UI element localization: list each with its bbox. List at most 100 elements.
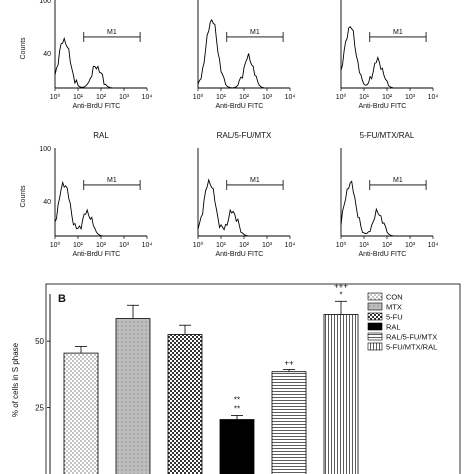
histogram-6: 5-FU/MTX/RAL 10⁰ 10¹ 10² 10³ 10⁴ Anti-BrdU FIT… xyxy=(336,131,439,258)
x-tick-label: 10¹ xyxy=(359,94,370,101)
x-tick-label: 10² xyxy=(96,242,107,249)
bar xyxy=(167,334,203,474)
bar-group-1 xyxy=(63,346,99,474)
histogram-1: 100 40 Counts 10⁰ 10¹ 10² 10³ 10⁴ Anti-BrdU FITC… xyxy=(20,0,152,110)
x-axis-label: Anti-BrdU FITC xyxy=(72,251,120,258)
m1-gate-label: M1 xyxy=(107,29,117,36)
y-axis-label: Counts xyxy=(20,185,27,208)
legend-swatch xyxy=(367,322,383,331)
x-tick-label: 10¹ xyxy=(73,242,84,249)
histogram-title: 5-FU/MTX/RAL xyxy=(360,131,415,140)
histogram-curve xyxy=(340,180,433,237)
x-tick-label: 10² xyxy=(239,94,250,101)
x-tick-label: 10¹ xyxy=(73,94,84,101)
x-tick-label: 10⁰ xyxy=(193,241,204,249)
legend-swatch xyxy=(367,332,383,341)
legend-swatch xyxy=(367,302,383,311)
m1-gate-label: M1 xyxy=(250,29,260,36)
x-tick-label: 10³ xyxy=(119,94,130,101)
legend-label: 5-FU xyxy=(386,313,403,322)
x-tick-label: 10⁴ xyxy=(285,94,296,101)
bar xyxy=(219,419,255,474)
histogram-3: 10⁰ 10¹ 10² 10³ 10⁴ Anti-BrdU FITC M1 xyxy=(336,0,439,110)
legend-label: MTX xyxy=(386,303,402,312)
x-tick-label: 10³ xyxy=(119,242,130,249)
significance-label: ** xyxy=(234,396,240,405)
m1-gate-label: M1 xyxy=(393,177,403,184)
histogram-2: 10⁰ 10¹ 10² 10³ 10⁴ Anti-BrdU FITC M1 xyxy=(193,0,296,110)
x-axis-label: Anti-BrdU FITC xyxy=(358,103,406,110)
bar-group-5: ++ xyxy=(271,359,307,474)
bar-group-3 xyxy=(167,324,203,474)
x-tick-label: 10² xyxy=(239,242,250,249)
bar-group-4: **** xyxy=(219,396,255,474)
x-tick-label: 10⁰ xyxy=(50,241,61,249)
x-tick-label: 10¹ xyxy=(216,94,227,101)
x-tick-label: 10⁴ xyxy=(285,242,296,249)
significance-label: +++ xyxy=(334,281,348,290)
x-tick-label: 10⁰ xyxy=(336,93,347,101)
legend-label: RAL/5-FU/MTX xyxy=(386,333,437,342)
y-tick-label: 40 xyxy=(43,199,51,206)
x-tick-label: 10² xyxy=(382,242,393,249)
x-tick-label: 10⁴ xyxy=(142,94,153,101)
legend-item: CON xyxy=(367,292,403,302)
significance-label: ** xyxy=(234,405,240,414)
legend-swatch xyxy=(367,292,383,301)
histogram-5: RAL/5-FU/MTX 10⁰ 10¹ 10² 10³ 10⁴ Anti-BrdU FIT… xyxy=(193,131,296,258)
legend-swatch xyxy=(367,312,383,321)
bar-group-6: +++* xyxy=(323,281,359,474)
y-tick-label: 25 xyxy=(35,404,44,413)
histogram-curve xyxy=(197,178,290,237)
x-tick-label: 10² xyxy=(96,94,107,101)
x-tick-label: 10³ xyxy=(262,94,273,101)
x-tick-label: 10⁴ xyxy=(428,242,439,249)
bar xyxy=(271,371,307,474)
x-tick-label: 10⁰ xyxy=(50,93,61,101)
panel-label: B xyxy=(58,293,66,305)
histogram-curve xyxy=(54,180,147,237)
m1-gate-label: M1 xyxy=(250,177,260,184)
legend-item: 5-FU xyxy=(367,312,403,322)
histogram-title: RAL xyxy=(93,131,109,140)
m1-gate-label: M1 xyxy=(393,29,403,36)
y-axis-label: Counts xyxy=(20,37,27,60)
legend-item: RAL/5-FU/MTX xyxy=(367,332,437,342)
x-axis-label: Anti-BrdU FITC xyxy=(215,103,263,110)
x-tick-label: 10¹ xyxy=(216,242,227,249)
x-tick-label: 10² xyxy=(382,94,393,101)
legend-label: RAL xyxy=(386,323,401,332)
histogram-curve xyxy=(340,26,433,89)
x-axis-label: Anti-BrdU FITC xyxy=(358,251,406,258)
legend-item: 5-FU/MTX/RAL xyxy=(367,342,437,352)
significance-label: * xyxy=(339,290,342,299)
legend-label: CON xyxy=(386,293,403,302)
x-tick-label: 10³ xyxy=(405,94,416,101)
legend-swatch xyxy=(367,342,383,351)
y-axis-label: % of cells in S phase xyxy=(11,342,20,417)
bar xyxy=(323,314,359,474)
m1-gate-label: M1 xyxy=(107,177,117,184)
x-tick-label: 10⁰ xyxy=(193,93,204,101)
histogram-curve xyxy=(54,36,147,89)
legend-label: 5-FU/MTX/RAL xyxy=(386,343,437,352)
bar xyxy=(115,318,151,474)
x-tick-label: 10¹ xyxy=(359,242,370,249)
x-tick-label: 10⁴ xyxy=(142,242,153,249)
x-tick-label: 10⁴ xyxy=(428,94,439,101)
x-axis-label: Anti-BrdU FITC xyxy=(215,251,263,258)
legend-item: MTX xyxy=(367,302,402,312)
y-tick-label: 50 xyxy=(35,337,44,346)
y-tick-label: 100 xyxy=(39,146,51,153)
x-tick-label: 10³ xyxy=(262,242,273,249)
legend-item: RAL xyxy=(367,322,401,332)
significance-label: ++ xyxy=(284,359,294,368)
bar-group-2 xyxy=(115,304,151,474)
y-tick-label: 40 xyxy=(43,51,51,58)
histogram-title: RAL/5-FU/MTX xyxy=(217,131,272,140)
histogram-4: RAL 100 40 Counts 10⁰ 10¹ 10² 10³ 10⁴ Anti-BrdU F… xyxy=(20,131,152,258)
x-tick-label: 10³ xyxy=(405,242,416,249)
